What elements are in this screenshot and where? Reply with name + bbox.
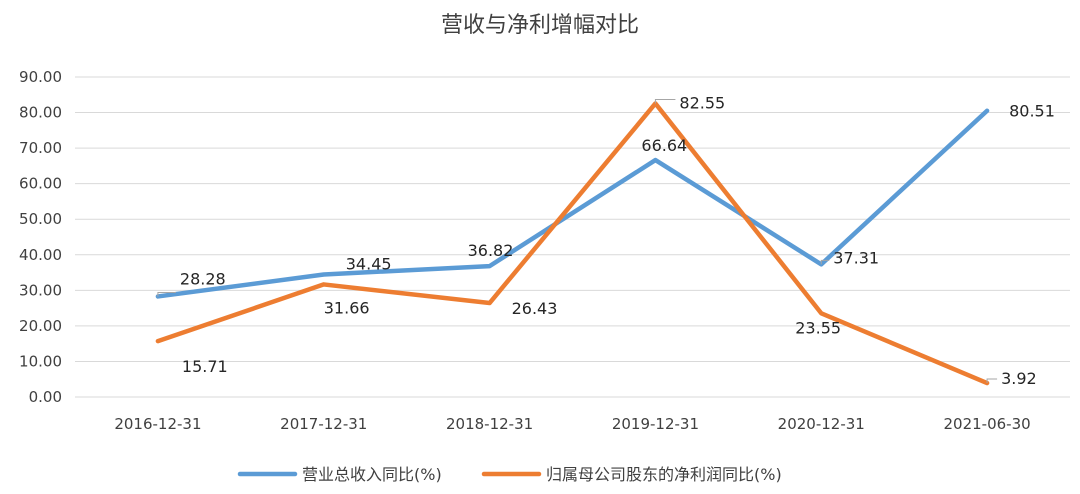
data-label: 82.55 (679, 93, 725, 112)
data-label-leader (986, 378, 998, 384)
y-tick-label: 30.00 (19, 281, 62, 299)
x-tick-label: 2020-12-31 (778, 415, 865, 433)
x-tick-label: 2016-12-31 (114, 415, 201, 433)
data-label: 28.28 (180, 269, 226, 288)
data-label-leader (157, 291, 176, 297)
data-label-leader (820, 259, 830, 265)
x-tick-label: 2019-12-31 (612, 415, 699, 433)
legend-label-1: 营业总收入同比(%) (302, 465, 442, 484)
series-line-2 (155, 101, 990, 386)
series-line-1 (155, 108, 990, 299)
data-label: 34.45 (346, 255, 392, 274)
data-label: 66.64 (641, 136, 687, 155)
x-tick-label: 2017-12-31 (280, 415, 367, 433)
data-label: 80.51 (1009, 102, 1055, 121)
y-tick-label: 60.00 (19, 175, 62, 193)
x-tick-label: 2018-12-31 (446, 415, 533, 433)
y-tick-label: 0.00 (29, 388, 62, 406)
y-tick-label: 40.00 (19, 246, 62, 264)
data-label: 26.43 (512, 299, 558, 318)
y-tick-label: 20.00 (19, 317, 62, 335)
x-tick-label: 2021-06-30 (943, 415, 1030, 433)
chart-title: 营收与净利增幅对比 (441, 13, 639, 38)
y-tick-label: 10.00 (19, 352, 62, 370)
data-label: 15.71 (182, 357, 228, 376)
data-label: 23.55 (795, 318, 841, 337)
data-label: 36.82 (468, 241, 514, 260)
data-label: 31.66 (324, 298, 370, 317)
y-tick-label: 80.00 (19, 104, 62, 122)
y-tick-label: 90.00 (19, 68, 62, 86)
legend-label-2: 归属母公司股东的净利润同比(%) (546, 465, 782, 484)
y-tick-label: 70.00 (19, 139, 62, 157)
y-tick-label: 50.00 (19, 210, 62, 228)
data-label: 37.31 (833, 248, 879, 267)
data-label-leader (654, 98, 676, 104)
data-label: 3.92 (1001, 369, 1037, 388)
